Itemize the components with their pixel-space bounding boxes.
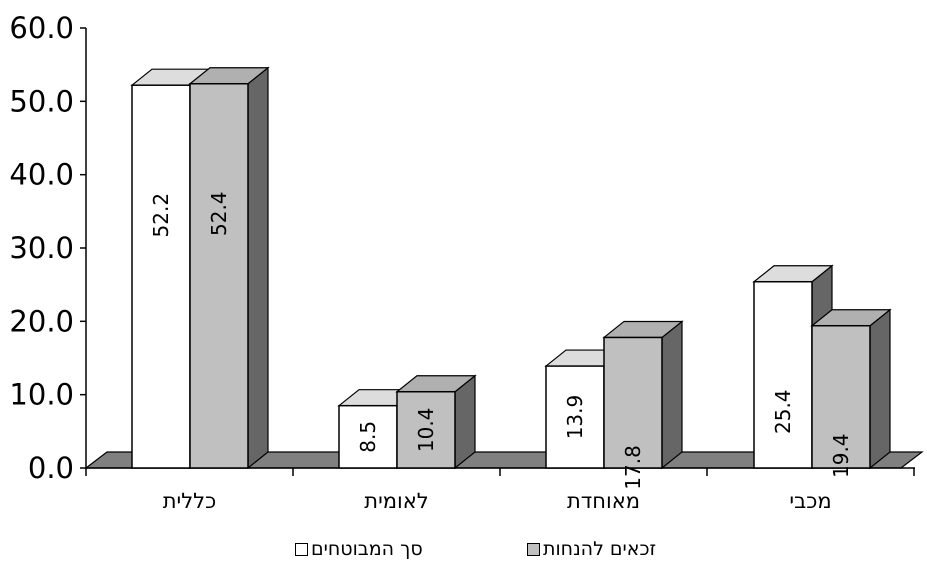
y-tick-label: 30.0 [9,231,74,265]
legend-item-eligible: זכאים להנחות [527,538,656,560]
axes: 0.0 10.0 20.0 30.0 40.0 50.0 60.0 כללית לאומית מא… [9,11,915,513]
legend-item-insured: סך המבוטחים [295,538,423,560]
bar-side [869,308,891,470]
bars [130,66,892,470]
legend-swatch-gray [527,542,540,556]
data-label: 17.8 [621,445,645,490]
data-label: 19.4 [829,433,853,478]
y-tick-label: 50.0 [9,84,74,118]
legend: סך המבוטחים זכאים להנחות [0,538,927,566]
x-tick-label: מאוחדת [567,489,640,513]
data-label: 10.4 [414,408,438,453]
y-tick-label: 0.0 [28,451,74,485]
legend-swatch-white [295,542,308,556]
bar [396,390,456,469]
x-tick-label: כללית [163,489,216,513]
data-label: 52.2 [149,193,173,238]
y-tick-label: 20.0 [9,304,74,338]
data-label: 8.5 [356,421,380,453]
bar [603,336,663,469]
legend-label-eligible: זכאים להנחות [543,538,657,560]
bar [189,82,249,469]
data-labels: 52.2 52.4 8.5 10.4 13.9 17.8 25.4 19.4 [149,191,853,489]
bar-side [247,66,269,470]
legend-label-insured: סך המבוטחים [311,538,423,560]
bar [545,365,605,469]
data-label: 25.4 [771,389,795,434]
x-tick-label: לאומית [364,489,428,513]
data-label: 13.9 [563,395,587,440]
y-tick-label: 60.0 [9,11,74,45]
y-tick-label: 10.0 [9,378,74,412]
bar-side [661,320,683,470]
bar [338,404,398,469]
y-tick-label: 40.0 [9,158,74,192]
bar [753,280,813,469]
data-label: 52.4 [207,191,231,236]
bar [131,84,191,469]
bar [811,324,871,469]
x-tick-label: מכבי [789,489,831,513]
